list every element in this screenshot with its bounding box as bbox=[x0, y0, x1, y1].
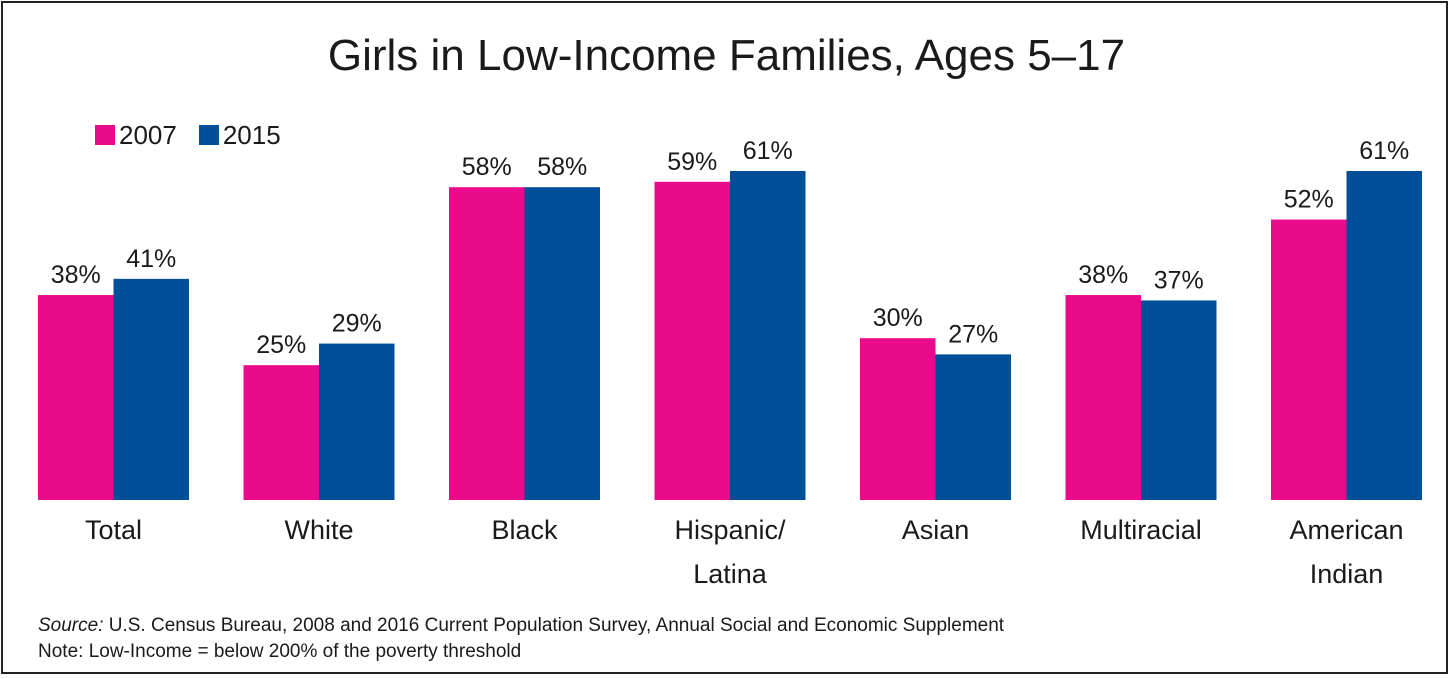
legend-swatch-2007 bbox=[95, 125, 115, 145]
bar-black-2007 bbox=[449, 187, 525, 500]
category-label-hispanic-latina-line-2: Latina bbox=[693, 559, 768, 589]
source-prefix: Source: bbox=[38, 615, 104, 636]
bar-black-2015 bbox=[524, 187, 600, 500]
legend-item-2007: 2007 bbox=[95, 120, 177, 151]
data-label-hispanic-latina-2015: 61% bbox=[743, 137, 793, 165]
data-label-black-2015: 58% bbox=[537, 153, 587, 181]
bar-multiracial-2015 bbox=[1141, 300, 1217, 500]
data-label-multiracial-2007: 38% bbox=[1078, 261, 1128, 289]
data-label-asian-2015: 27% bbox=[948, 320, 998, 348]
data-label-total-2007: 38% bbox=[51, 261, 101, 289]
legend-label-2007: 2007 bbox=[119, 119, 177, 150]
bar-white-2015 bbox=[319, 343, 395, 500]
bar-hispanic-latina-2007 bbox=[654, 181, 730, 501]
data-label-american-indian-2015: 61% bbox=[1359, 137, 1409, 165]
data-label-multiracial-2015: 37% bbox=[1154, 266, 1204, 294]
legend-swatch-2015 bbox=[198, 125, 219, 145]
chart-title: Girls in Low-Income Families, Ages 5–17 bbox=[327, 31, 1126, 80]
category-label-multiracial: Multiracial bbox=[1080, 515, 1202, 545]
chart-footer: Source: U.S. Census Bureau, 2008 and 201… bbox=[38, 613, 1004, 665]
bar-multiracial-2007 bbox=[1065, 295, 1141, 500]
note-line: Note: Low-Income = below 200% of the pov… bbox=[38, 641, 522, 662]
category-label-american-indian-line-2: Indian bbox=[1310, 559, 1384, 589]
data-label-white-2007: 25% bbox=[256, 331, 306, 359]
bar-white-2007 bbox=[243, 365, 319, 500]
bar-asian-2007 bbox=[860, 338, 936, 500]
data-label-total-2015: 41% bbox=[126, 245, 176, 273]
bar-total-2007 bbox=[38, 295, 114, 500]
category-label-american-indian-line-1: American bbox=[1289, 515, 1403, 545]
data-label-white-2015: 29% bbox=[332, 310, 382, 338]
category-label-asian: Asian bbox=[902, 515, 970, 545]
chart-legend: 2007 2015 bbox=[95, 120, 303, 150]
data-label-black-2007: 58% bbox=[462, 153, 512, 181]
data-label-american-indian-2007: 52% bbox=[1284, 186, 1334, 214]
data-label-asian-2007: 30% bbox=[873, 304, 923, 332]
data-label-hispanic-latina-2007: 59% bbox=[667, 148, 717, 176]
legend-item-2015: 2015 bbox=[198, 119, 281, 151]
bar-total-2015 bbox=[113, 278, 189, 500]
category-label-hispanic-latina-line-1: Hispanic/ bbox=[674, 515, 786, 545]
source-line: Source: U.S. Census Bureau, 2008 and 201… bbox=[38, 613, 1004, 639]
legend-label-2015: 2015 bbox=[222, 119, 281, 150]
category-label-black: Black bbox=[491, 515, 558, 545]
bar-asian-2015 bbox=[935, 354, 1011, 500]
category-label-total: Total bbox=[85, 515, 142, 545]
bar-american-indian-2015 bbox=[1346, 171, 1422, 500]
category-label-white: White bbox=[284, 515, 353, 545]
source-text: U.S. Census Bureau, 2008 and 2016 Curren… bbox=[103, 615, 1005, 636]
bar-hispanic-latina-2015 bbox=[730, 171, 806, 500]
bar-american-indian-2007 bbox=[1271, 219, 1347, 500]
